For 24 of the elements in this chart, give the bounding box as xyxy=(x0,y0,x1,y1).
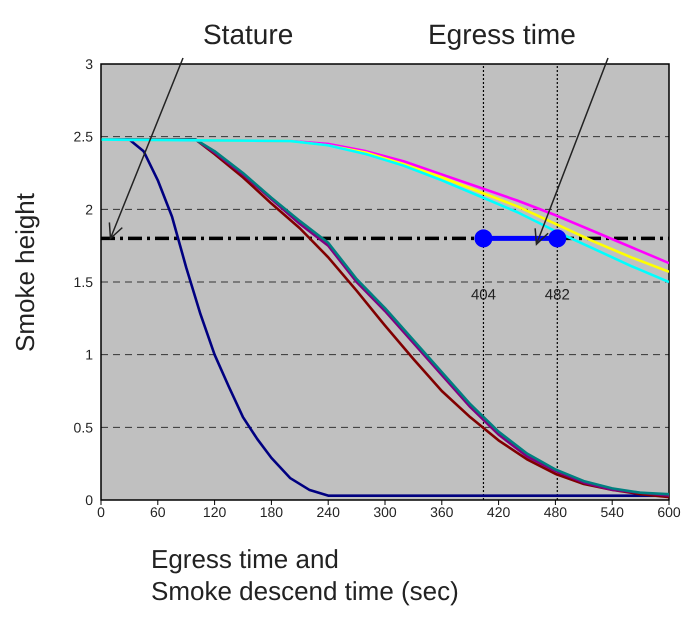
y-axis-title: Smoke height xyxy=(10,192,40,352)
ref-line-label: 482 xyxy=(544,286,570,304)
x-tick-label: 360 xyxy=(430,504,454,520)
x-tick-label: 240 xyxy=(316,504,340,520)
y-tick-label: 3 xyxy=(85,56,94,72)
x-tick-label: 60 xyxy=(150,504,166,520)
x-tick-label: 600 xyxy=(657,504,681,520)
y-tick-label: 2 xyxy=(85,201,94,218)
x-axis-title: Egress time and Smoke descend time (sec) xyxy=(151,544,459,606)
annotation: Egress time xyxy=(428,19,576,50)
x-tick-label: 180 xyxy=(260,504,284,520)
y-tick-label: 2.5 xyxy=(74,128,94,145)
x-tick-label: 120 xyxy=(202,504,226,520)
y-tick-label: 1.5 xyxy=(74,274,94,290)
x-tick-label: 480 xyxy=(544,504,568,520)
x-tick-label: 300 xyxy=(373,504,397,520)
annotation: Stature xyxy=(203,19,294,50)
y-tick-label: 0.5 xyxy=(74,419,94,436)
y-tick-label: 1 xyxy=(85,346,94,363)
y-tick-label: 0 xyxy=(85,492,94,508)
x-tick-label: 0 xyxy=(97,504,106,520)
x-tick-label: 420 xyxy=(486,504,510,520)
x-tick-label: 540 xyxy=(600,504,624,520)
ref-line-label: 404 xyxy=(470,286,496,304)
